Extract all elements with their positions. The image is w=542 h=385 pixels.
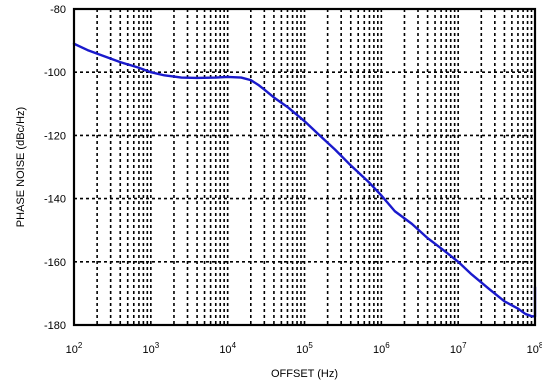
x-tick-label: 105 bbox=[296, 341, 313, 356]
x-tick-label: 104 bbox=[219, 341, 236, 356]
x-tick-labels: 102 103 104 105 106 107 108 bbox=[66, 341, 542, 356]
x-tick-label: 106 bbox=[373, 341, 390, 356]
y-tick-label: -140 bbox=[44, 194, 66, 206]
x-tick-label: 103 bbox=[142, 341, 159, 356]
y-tick-label: -120 bbox=[44, 130, 66, 142]
y-tick-label: -180 bbox=[44, 320, 66, 332]
y-tick-label: -80 bbox=[50, 4, 66, 16]
y-tick-label: -160 bbox=[44, 257, 66, 269]
y-tick-labels: -80 -100 -120 -140 -160 -180 bbox=[44, 4, 66, 332]
plot-frame bbox=[72, 7, 537, 327]
x-tick-label: 102 bbox=[66, 341, 83, 356]
y-axis-title: PHASE NOISE (dBc/Hz) bbox=[15, 107, 27, 227]
grid bbox=[74, 9, 535, 325]
series-line bbox=[72, 42, 537, 318]
x-tick-label: 108 bbox=[527, 341, 542, 356]
series-layer bbox=[72, 42, 537, 318]
x-tick-label: 107 bbox=[450, 341, 467, 356]
y-tick-label: -100 bbox=[44, 67, 66, 79]
x-axis-title: OFFSET (Hz) bbox=[271, 368, 338, 380]
